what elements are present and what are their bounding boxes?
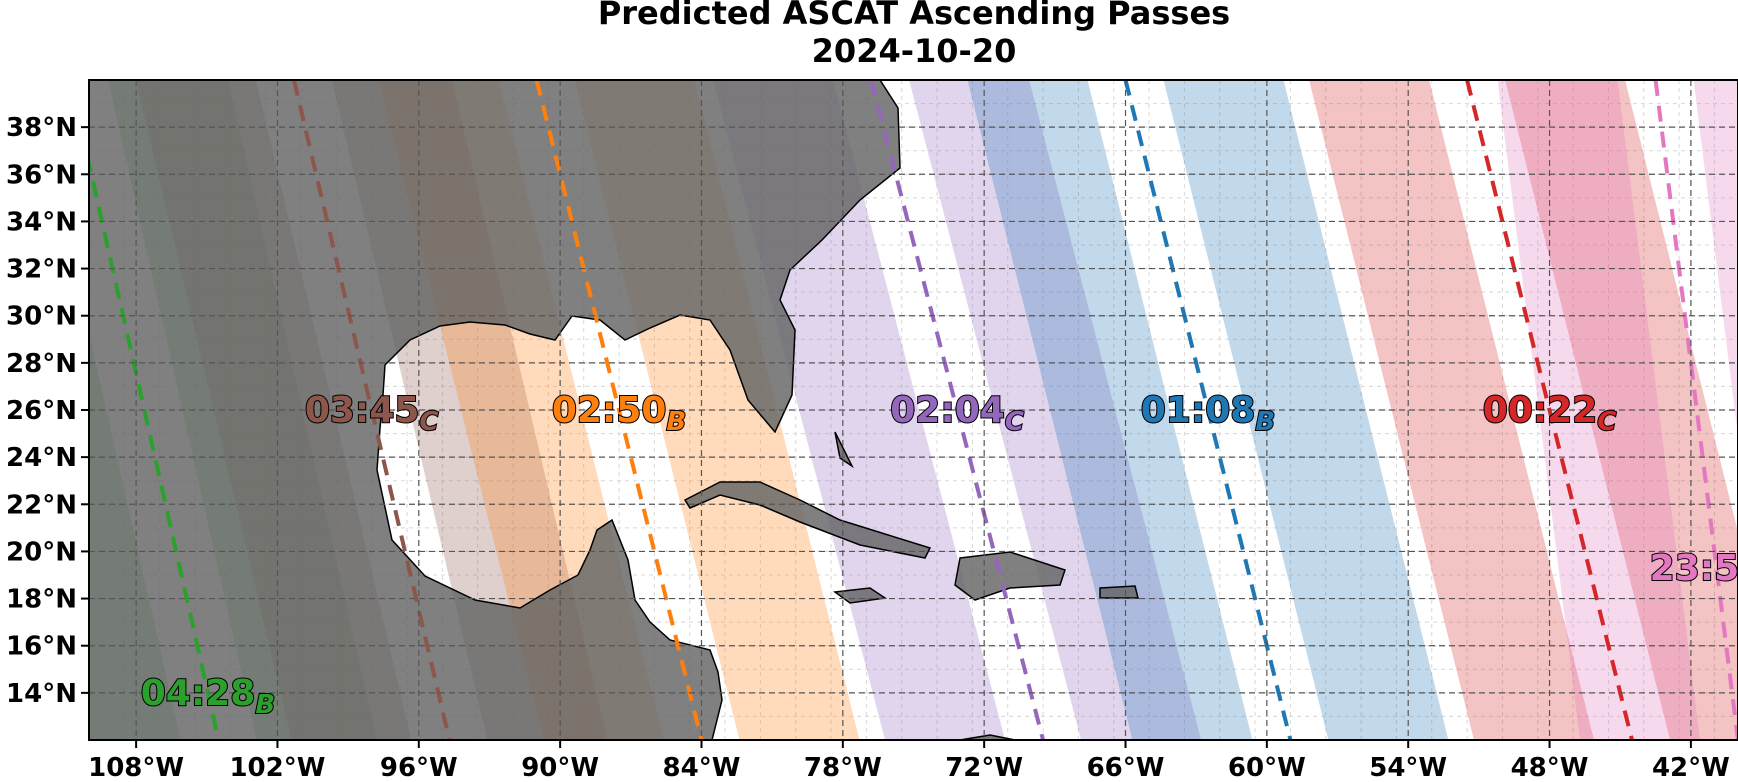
pass-label: 02:50B [552,390,686,437]
y-tick-label: 32°N [6,255,77,285]
swath-right [1693,80,1738,436]
pass-label: 04:28B [141,673,275,720]
y-tick-label: 20°N [6,537,77,567]
y-tick-label: 14°N [6,679,77,709]
map-subtitle: 2024-10-20 [812,32,1017,70]
y-tick-label: 22°N [6,490,77,520]
x-tick-label: 78°W [804,753,882,782]
pass-label: 00:22C [1483,390,1617,437]
y-tick-label: 38°N [6,113,77,143]
major-grid [89,80,1738,740]
pass-label: 01:08B [1141,390,1275,437]
x-tick-label: 72°W [945,753,1023,782]
map-title: Predicted ASCAT Ascending Passes [598,0,1230,32]
y-tick-label: 26°N [6,396,77,426]
hispaniola-island [954,551,1066,601]
ground-track [869,80,1045,740]
pass-label: 03:45C [305,390,439,437]
y-axis-ticks: 38°N 36°N 34°N 32°N 30°N 28°N 26°N 24°N 22°N 20°N… [6,113,89,709]
x-tick-label: 84°W [663,753,741,782]
swath-right [909,80,1202,740]
puerto-rico-island [1099,585,1139,599]
pass-label: 23:59C [1650,548,1738,595]
ground-track [1653,80,1738,740]
x-tick-label: 90°W [521,753,599,782]
ground-track [1123,80,1293,740]
x-tick-label: 54°W [1369,753,1447,782]
y-tick-label: 34°N [6,207,77,237]
south-america-land [959,734,1016,740]
y-tick-label: 18°N [6,585,77,615]
map-area [89,80,1738,740]
north-america-land [89,80,901,740]
land-layer [89,80,1139,740]
x-tick-label: 66°W [1087,753,1165,782]
swath-right [1163,80,1449,740]
x-tick-label: 48°W [1511,753,1589,782]
x-tick-label: 102°W [229,753,325,782]
x-axis-ticks: 108°W 102°W 96°W 90°W 84°W 78°W 72°W 66°W 60°W 54… [88,740,1730,782]
x-tick-label: 108°W [88,753,184,782]
y-tick-label: 16°N [6,632,77,662]
pass-labels: 04:28B 03:45C 02:50B 02:04C 01:08B 00:22C 23:5… [140,389,1738,721]
y-tick-label: 36°N [6,160,77,190]
y-tick-label: 30°N [6,302,77,332]
cuba-island [683,481,932,559]
swath-left [1497,80,1700,740]
x-tick-label: 96°W [380,753,458,782]
y-tick-label: 24°N [6,443,77,473]
x-tick-label: 42°W [1652,753,1730,782]
bahamas-islands [834,431,854,469]
x-tick-label: 60°W [1228,753,1306,782]
y-tick-label: 28°N [6,349,77,379]
pass-label: 02:04C [890,390,1024,437]
